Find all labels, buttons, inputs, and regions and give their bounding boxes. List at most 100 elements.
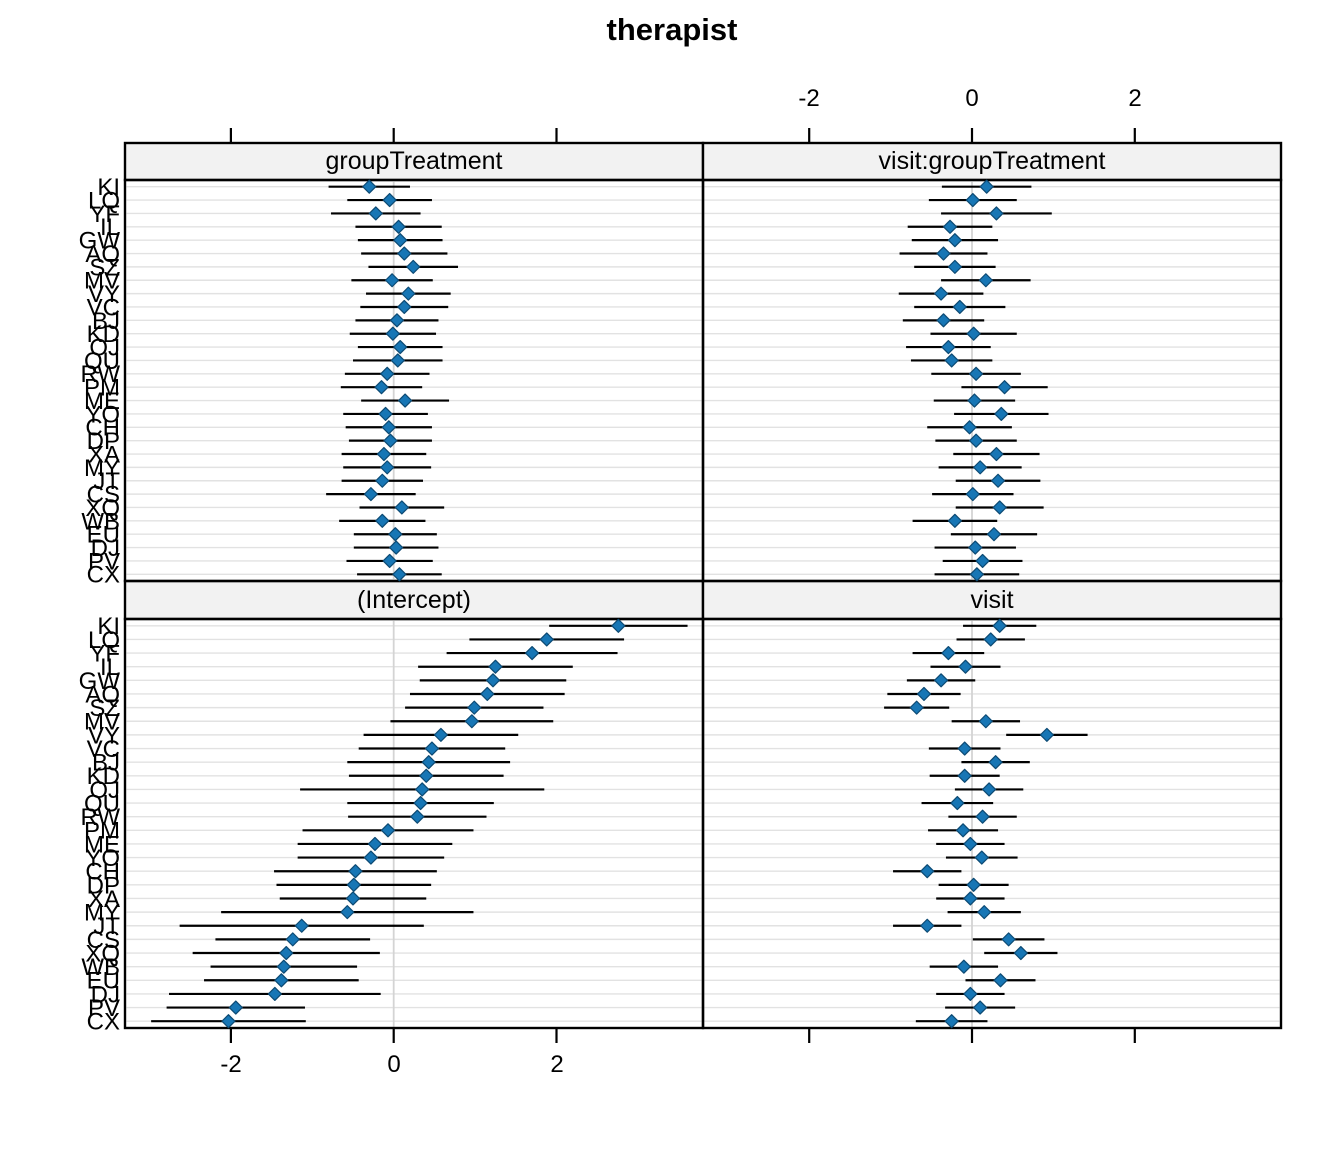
y-axis-label-rw: RW <box>80 804 120 831</box>
y-axis-label-bj: BJ <box>92 308 120 335</box>
ranef-point <box>383 433 398 448</box>
ranef-point <box>936 246 951 261</box>
ranef-point <box>433 727 449 742</box>
y-axis-label-ch: CH <box>85 859 120 886</box>
ranef-point <box>340 905 355 920</box>
y-axis-label-my: MY <box>84 455 120 482</box>
ranef-point <box>974 850 989 865</box>
y-axis-label-dp: DP <box>87 428 120 455</box>
ranef-point <box>957 741 972 756</box>
y-axis-label-xq: XQ <box>85 940 120 967</box>
ranef-point <box>385 326 400 341</box>
ranef-point <box>975 553 990 569</box>
y-axis-label-aq: AQ <box>85 241 120 268</box>
ranef-point <box>267 986 282 1002</box>
ranef-point <box>909 700 924 715</box>
x-tick-label-bottom-2: 2 <box>550 1051 564 1078</box>
y-axis-label-cx: CX <box>87 1009 120 1036</box>
ranef-point <box>916 686 932 702</box>
y-axis-label-qu: QU <box>84 790 120 817</box>
y-axis-label-cs: CS <box>87 482 120 509</box>
ranef-point <box>992 500 1007 515</box>
ranef-point <box>989 446 1004 462</box>
ranef-point <box>380 366 395 381</box>
ranef-point <box>274 973 289 988</box>
y-axis-label-yo: YO <box>85 401 120 428</box>
ranef-point <box>990 473 1006 488</box>
y-axis-label-my: MY <box>84 900 120 927</box>
ranef-point <box>382 553 397 569</box>
ranef-point <box>975 809 990 824</box>
ranef-point <box>1001 932 1016 947</box>
panel-border <box>701 178 1283 583</box>
ranef-point <box>968 366 984 381</box>
ranef-point <box>368 206 383 221</box>
ranef-point <box>994 406 1009 422</box>
ranef-point <box>1039 727 1054 742</box>
ranef-point <box>968 540 983 555</box>
y-axis-label-il: IL <box>100 654 120 681</box>
y-axis-label-lq: LQ <box>88 627 120 654</box>
ranef-point <box>279 945 294 961</box>
y-axis-label-kd: KD <box>87 763 120 790</box>
ranef-point <box>933 673 949 688</box>
ranef-point <box>952 299 967 315</box>
y-axis-label-il: IL <box>100 214 120 241</box>
ranef-point <box>406 259 421 274</box>
y-axis-label-oj: OJ <box>89 334 120 361</box>
y-axis-label-qu: QU <box>84 348 120 375</box>
ranef-point <box>381 420 396 435</box>
ranef-point <box>947 233 963 248</box>
ranef-point <box>973 1000 988 1015</box>
ranef-point <box>963 986 978 1002</box>
ranef-point <box>963 891 978 906</box>
y-axis-label-aq: AQ <box>85 681 120 708</box>
ranef-point <box>965 192 980 208</box>
ranef-point <box>967 393 982 408</box>
y-axis-label-pm: PM <box>84 818 120 845</box>
ranef-point <box>947 513 963 528</box>
ranef-point <box>941 645 956 661</box>
ranef-point <box>965 487 980 502</box>
y-axis-label-mv: MV <box>84 268 120 295</box>
ranef-point <box>375 473 390 488</box>
ranef-point <box>363 487 379 502</box>
ranef-point <box>389 540 404 555</box>
ranef-point <box>978 273 993 288</box>
ranef-point <box>419 768 434 783</box>
ranef-point <box>464 714 479 729</box>
y-axis-label-jt: JT <box>93 468 120 495</box>
ranef-point <box>389 313 405 328</box>
y-axis-label-xa: XA <box>88 441 120 468</box>
ranef-point <box>391 219 406 234</box>
ranef-point <box>397 246 412 261</box>
y-axis-label-lq: LQ <box>88 187 120 214</box>
ranef-point <box>228 1000 243 1015</box>
y-axis-label-xa: XA <box>88 886 120 913</box>
y-axis-label-ki: KI <box>97 174 120 201</box>
y-axis-label-vc: VC <box>87 294 120 321</box>
ranef-point <box>611 618 626 633</box>
ranef-point <box>380 823 396 838</box>
ranef-point <box>969 567 984 582</box>
ranef-point <box>480 686 495 702</box>
y-axis-label-wb: WB <box>81 954 120 981</box>
y-axis-label-wb: WB <box>81 508 120 535</box>
ranef-point <box>997 380 1012 395</box>
y-axis-label-yf: YF <box>89 201 120 228</box>
y-axis-label-kd: KD <box>87 321 120 348</box>
y-axis-label-vc: VC <box>87 736 120 763</box>
ranef-point <box>378 406 393 422</box>
ranef-point <box>367 836 383 852</box>
y-axis-label-jt: JT <box>93 913 120 940</box>
y-axis-label-ki: KI <box>97 613 120 640</box>
x-tick-label-top-neg2: -2 <box>798 85 820 112</box>
ranef-point <box>979 179 994 194</box>
ranef-point <box>983 632 998 647</box>
y-axis-label-mv: MV <box>84 709 120 736</box>
ranef-point <box>947 259 963 274</box>
ranef-point <box>294 918 309 933</box>
ranef-point <box>376 446 392 462</box>
ranef-point <box>382 192 397 208</box>
ranef-point <box>393 233 408 248</box>
